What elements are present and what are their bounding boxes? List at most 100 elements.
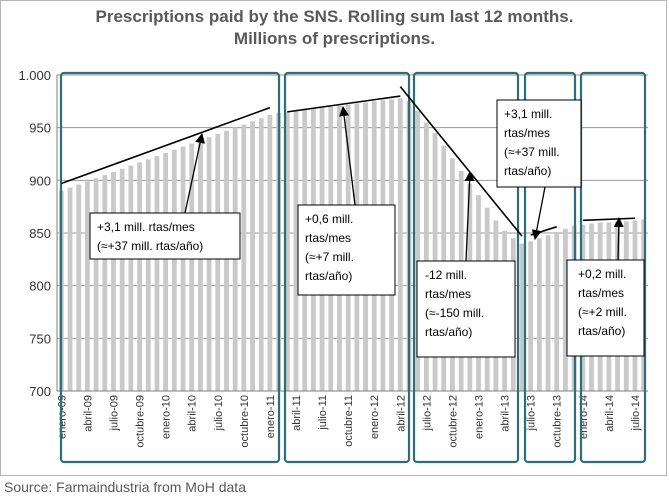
x-tick-label: abril-10 — [187, 395, 199, 432]
y-tick-label: 750 — [29, 331, 51, 346]
bar — [423, 122, 429, 392]
x-tick-label: enero-09 — [56, 395, 68, 439]
chart-canvas: 700 750 800 850 900 950 1.000 enero-09 abril-09 j… — [18, 68, 648, 464]
bar — [563, 228, 568, 391]
chart-title: Prescriptions paid by the SNS. Rolling s… — [0, 6, 669, 50]
annotation-text: rtas/mes — [578, 286, 624, 300]
bar — [163, 152, 169, 391]
trend-lines — [61, 86, 635, 237]
bar — [85, 181, 90, 391]
bar — [250, 121, 255, 391]
bar — [119, 168, 125, 391]
annotation-text: rtas/año) — [578, 324, 625, 338]
chart-title-line1: Prescriptions paid by the SNS. Rolling s… — [95, 7, 574, 26]
x-tick-label: octubre-09 — [135, 395, 147, 448]
annotation: +3,1 mill. rtas/mes (≈+37 mill. rtas/año) — [496, 99, 582, 240]
annotation: +0,2 mill. rtas/mes (≈+2 mill. rtas/año) — [566, 217, 645, 357]
x-tick-label: abril-14 — [604, 395, 616, 432]
bar — [267, 115, 273, 391]
bar — [284, 111, 290, 391]
x-tick-label: julio-09 — [108, 395, 120, 431]
bar — [111, 171, 116, 391]
period-panel — [412, 71, 520, 464]
bar — [415, 110, 421, 392]
annotation-text: +0,6 mill. — [305, 212, 353, 226]
x-tick-label: enero-12 — [369, 395, 381, 439]
chart-title-line2: Millions of prescriptions. — [233, 29, 436, 48]
annotations: +3,1 mill. rtas/mes (≈+37 mill. rtas/año)… — [89, 99, 645, 358]
trend-line — [287, 95, 401, 113]
x-tick-label: enero-14 — [578, 395, 590, 439]
trend-line — [399, 86, 523, 237]
bar — [93, 178, 99, 391]
bar — [536, 238, 542, 391]
trend-line — [530, 225, 557, 236]
bar — [545, 235, 551, 391]
annotation-text: (≈+37 mill. — [504, 145, 560, 159]
annotation-box — [89, 212, 241, 260]
x-tick-label: enero-13 — [474, 395, 486, 439]
annotation-text: rtas/año) — [305, 269, 352, 283]
period-panel — [283, 71, 411, 464]
y-tick-label: 950 — [29, 121, 51, 136]
trend-line — [61, 106, 271, 185]
bar — [198, 140, 203, 391]
annotation: +0,6 mill. rtas/mes (≈+7 mill. rtas/año) — [297, 106, 396, 296]
x-tick-label: octubre-12 — [447, 395, 459, 448]
annotation-text: +3,1 mill. — [504, 107, 552, 121]
annotation-arrow — [339, 106, 356, 206]
annotation-arrow — [613, 217, 624, 261]
bar — [76, 184, 82, 391]
chart-frame — [0, 0, 667, 476]
x-tick-label: enero-10 — [161, 395, 173, 439]
annotation-box — [566, 259, 645, 357]
annotation-text: rtas/mes — [504, 126, 550, 140]
y-tick-label: 1.000 — [18, 68, 51, 83]
x-tick-label: abril-09 — [82, 395, 94, 432]
bar — [180, 146, 186, 391]
bar — [128, 165, 134, 391]
bar — [137, 162, 142, 391]
annotation: -12 mill. rtas/mes (≈-150 mill. rtas/año) — [416, 171, 516, 358]
bar — [215, 133, 221, 391]
x-tick-label: julio-12 — [421, 395, 433, 431]
bar — [224, 130, 229, 391]
annotation-text: rtas/mes — [425, 287, 471, 301]
bar — [397, 98, 403, 391]
annotation-arrow — [531, 186, 546, 240]
annotation-text: (≈-150 mill. — [425, 306, 484, 320]
bar — [189, 143, 195, 391]
annotation-box — [297, 204, 396, 296]
x-tick-label: octubre-10 — [239, 395, 251, 448]
bar — [154, 156, 160, 391]
bar — [145, 159, 151, 391]
annotation-text: rtas/mes — [305, 231, 351, 245]
x-tick-label: julio-14 — [630, 395, 642, 431]
annotation-text: +0,2 mill. — [578, 267, 626, 281]
bar — [293, 110, 299, 392]
axis-layer: 700 750 800 850 900 950 1.000 enero-09 abril-09 j… — [18, 68, 648, 448]
source-note: Source: Farmaindustria from MoH data — [4, 479, 246, 495]
annotation-text: -12 mill. — [425, 268, 467, 282]
bar — [241, 124, 247, 392]
bar — [206, 137, 212, 391]
x-tick-label: julio-10 — [213, 395, 225, 431]
y-tick-label: 850 — [29, 226, 51, 241]
x-tick-label: enero-11 — [265, 395, 277, 438]
annotation-text: +3,1 mill. rtas/mes — [97, 220, 195, 234]
bar — [67, 187, 73, 391]
x-tick-label: julio-13 — [526, 395, 538, 431]
annotation-arrow — [184, 133, 205, 214]
trend-line — [582, 217, 635, 222]
annotation-arrow — [464, 171, 475, 262]
x-tick-label: octubre-11 — [343, 395, 355, 447]
bar — [554, 231, 560, 391]
bar — [258, 118, 264, 391]
y-tick-label: 900 — [29, 173, 51, 188]
annotation-text: (≈+2 mill. — [578, 305, 627, 319]
x-tick-label: abril-12 — [395, 395, 407, 432]
annotation-text: rtas/año) — [425, 325, 472, 339]
x-tick-label: julio-11 — [317, 395, 329, 431]
x-tick-label: abril-13 — [500, 395, 512, 432]
y-tick-label: 800 — [29, 279, 51, 294]
